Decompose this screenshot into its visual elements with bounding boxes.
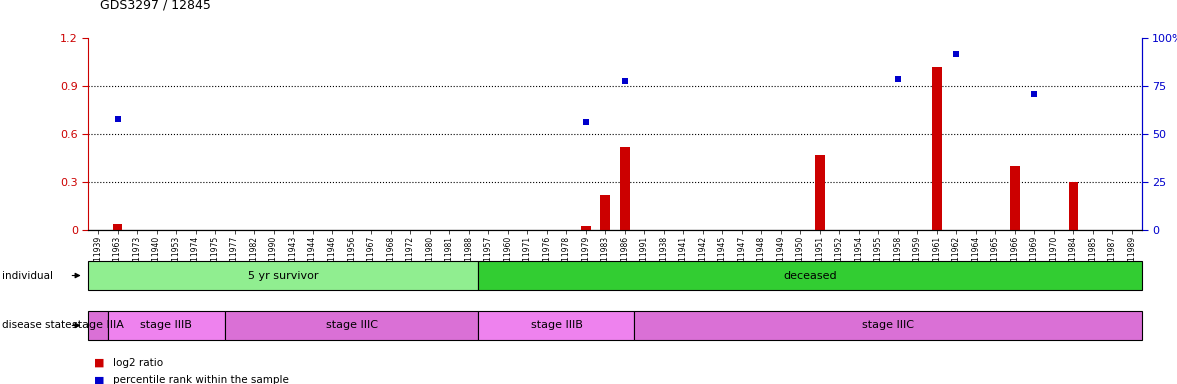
Bar xyxy=(620,147,630,230)
Text: stage IIIC: stage IIIC xyxy=(326,320,378,331)
Text: disease state: disease state xyxy=(2,320,72,331)
Bar xyxy=(1069,182,1078,230)
Bar xyxy=(113,224,122,230)
Text: ■: ■ xyxy=(94,375,105,384)
Text: stage IIIA: stage IIIA xyxy=(72,320,124,331)
Bar xyxy=(814,155,825,230)
Text: percentile rank within the sample: percentile rank within the sample xyxy=(113,375,288,384)
Bar xyxy=(600,195,610,230)
Text: stage IIIB: stage IIIB xyxy=(140,320,192,331)
Text: stage IIIB: stage IIIB xyxy=(531,320,583,331)
Bar xyxy=(1010,166,1019,230)
Text: log2 ratio: log2 ratio xyxy=(113,358,164,368)
Text: stage IIIC: stage IIIC xyxy=(862,320,915,331)
Text: individual: individual xyxy=(2,270,53,281)
Text: GDS3297 / 12845: GDS3297 / 12845 xyxy=(100,0,211,12)
Text: ■: ■ xyxy=(94,358,105,368)
Bar xyxy=(932,67,942,230)
Bar xyxy=(580,225,591,230)
Text: deceased: deceased xyxy=(783,270,837,281)
Text: 5 yr survivor: 5 yr survivor xyxy=(248,270,319,281)
